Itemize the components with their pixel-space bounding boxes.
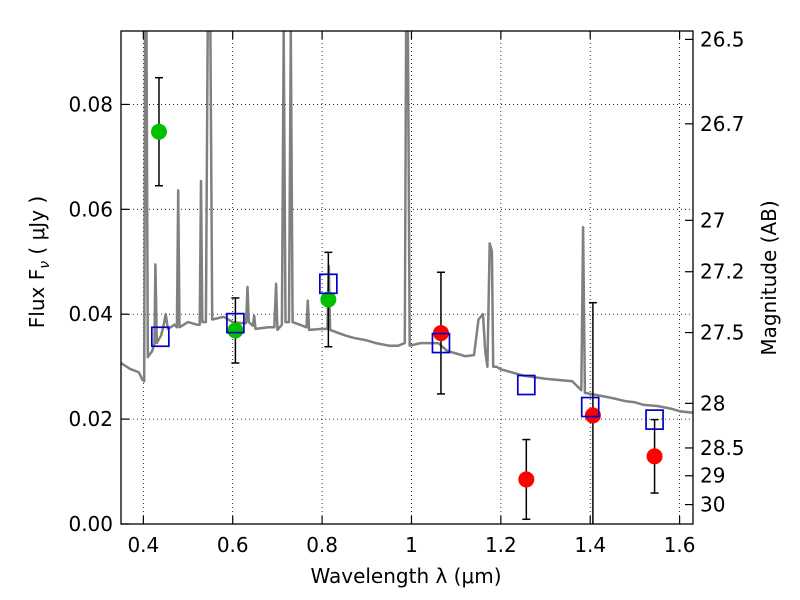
right-tick-label: 28 xyxy=(700,391,725,415)
right-tick-label: 26.7 xyxy=(700,112,745,136)
plot-layer xyxy=(121,31,693,524)
plot-frame xyxy=(120,30,694,525)
y-axis-label-unit: ( μJy ) xyxy=(25,196,49,261)
photometry-square-marker xyxy=(645,409,664,430)
photometry-square-marker xyxy=(319,273,338,295)
y-tick-label: 0.00 xyxy=(68,512,113,536)
right-axis-label: Magnitude (AB) xyxy=(757,200,781,355)
photometry-circle-marker xyxy=(150,123,167,140)
photometry-circle-marker xyxy=(227,322,244,339)
photometry-circle-marker xyxy=(584,407,601,424)
x-tick-label: 0.4 xyxy=(127,533,159,557)
photometry-circle-marker xyxy=(518,471,535,488)
photometry-circle-marker xyxy=(320,291,337,308)
x-tick-label: 1.4 xyxy=(574,533,606,557)
right-tick-label: 27.2 xyxy=(700,260,745,284)
y-axis-label: Flux Fν ( μJy ) xyxy=(25,196,53,328)
model-spectrum-line xyxy=(121,31,693,415)
x-tick-label: 1 xyxy=(405,533,418,557)
x-tick-label: 0.8 xyxy=(306,533,338,557)
y-tick-label: 0.06 xyxy=(68,197,113,221)
photometry-square-marker xyxy=(150,326,170,348)
photometry-square-marker xyxy=(580,396,600,418)
x-tick-label: 1.6 xyxy=(664,533,696,557)
right-tick-label: 30 xyxy=(700,493,725,517)
x-axis-label: Wavelength λ (μm) xyxy=(310,564,501,588)
right-tick-label: 27 xyxy=(700,208,725,232)
y-tick-label: 0.02 xyxy=(68,407,113,431)
right-tick-label: 28.5 xyxy=(700,436,745,460)
y-tick-label: 0.08 xyxy=(68,92,113,116)
y-tick-label: 0.04 xyxy=(68,302,113,326)
right-tick-label: 27.5 xyxy=(700,321,745,345)
photometry-square-marker xyxy=(431,332,451,354)
photometry-square-marker xyxy=(516,374,536,396)
x-tick-label: 1.2 xyxy=(485,533,517,557)
x-tick-label: 0.6 xyxy=(217,533,249,557)
photometry-square-marker xyxy=(226,312,245,334)
ticks-layer: 0.4 0.6 0.8 1 1.2 1.4 1.6 0.00 0.02 0.04 0.06 0.08 2… xyxy=(68,27,744,557)
right-tick-label: 29 xyxy=(700,464,725,488)
photometry-circle-marker xyxy=(646,448,663,465)
y-axis-label-sub: ν xyxy=(37,261,53,269)
right-tick-label: 26.5 xyxy=(700,27,745,51)
y-axis-label-main: Flux F xyxy=(25,269,49,328)
